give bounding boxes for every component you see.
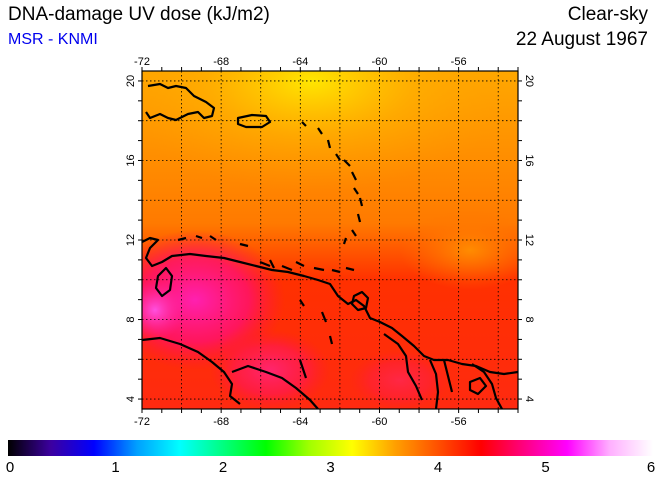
source-label: MSR - KNMI	[8, 31, 98, 48]
lat-label-left: 12	[125, 234, 137, 246]
coordinate-labels: -72 -72 -68 -68 -64 -64 -60 -60 -56 -56 4 4 8 8 12 12 16…	[125, 56, 535, 428]
lat-label-right: 16	[523, 154, 535, 166]
lon-label-top: -64	[292, 56, 308, 68]
lon-label-top: -72	[134, 56, 150, 68]
small-islands	[177, 234, 355, 345]
lat-label-left: 8	[125, 316, 137, 322]
south-america-coast	[142, 236, 518, 376]
colorbar-tick-label: 1	[111, 459, 120, 476]
date-label: 22 August 1967	[515, 29, 648, 50]
lon-label-top: -60	[372, 56, 388, 68]
orinoco-border	[142, 333, 503, 409]
hispaniola-coast	[145, 82, 216, 122]
lat-label-left: 4	[125, 396, 137, 402]
lat-lon-grid	[142, 71, 518, 409]
lat-label-right: 8	[523, 316, 535, 322]
colorbar-tick-label: 5	[541, 459, 550, 476]
colorbar-tick-label: 6	[646, 459, 656, 476]
frame-ticks	[138, 67, 522, 413]
lon-label-bottom: -68	[213, 416, 229, 428]
lon-label-top: -68	[213, 56, 229, 68]
lon-label-top: -56	[451, 56, 467, 68]
coastlines	[142, 82, 518, 409]
colorbar-tick-label: 4	[433, 459, 443, 476]
lake-maracaibo	[154, 266, 174, 298]
lat-label-right: 12	[523, 234, 535, 246]
map-title: DNA-damage UV dose (kJ/m2)	[8, 4, 270, 25]
colorbar-tick-label: 3	[326, 459, 335, 476]
colorbar-tick-label: 0	[5, 459, 15, 476]
puerto-rico-coast	[236, 113, 272, 129]
sky-condition-label: Clear-sky	[567, 4, 648, 25]
lat-label-left: 20	[125, 75, 137, 87]
uv-dose-colorbar	[8, 440, 653, 456]
lesser-antilles-arc	[301, 121, 364, 245]
amazon-island	[468, 376, 488, 396]
lon-label-bottom: -72	[134, 416, 150, 428]
lat-label-right: 20	[523, 75, 535, 87]
lon-label-bottom: -64	[292, 416, 308, 428]
colorbar-tick-label: 2	[218, 459, 228, 476]
trinidad-coast	[350, 290, 370, 312]
lon-label-bottom: -60	[372, 416, 388, 428]
lat-label-left: 16	[125, 154, 137, 166]
lat-label-right: 4	[523, 396, 535, 402]
lon-label-bottom: -56	[451, 416, 467, 428]
